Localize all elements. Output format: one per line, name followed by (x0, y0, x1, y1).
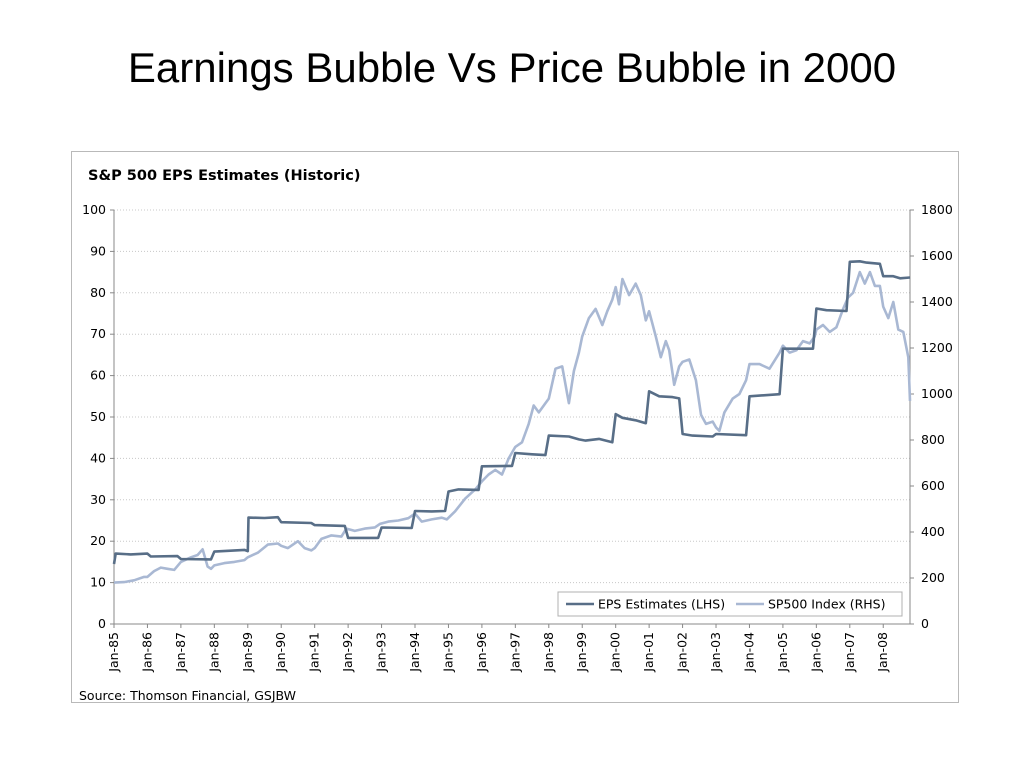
x-tick-label: Jan-90 (273, 632, 288, 673)
x-tick-label: Jan-91 (307, 632, 322, 673)
x-tick-label: Jan-02 (675, 632, 690, 673)
legend-label: EPS Estimates (LHS) (598, 597, 725, 612)
x-tick-label: Jan-99 (574, 632, 589, 673)
y-left-tick-label: 100 (82, 202, 106, 217)
y-right-tick-label: 1200 (921, 340, 953, 355)
x-tick-label: Jan-01 (641, 632, 656, 673)
y-left-tick-label: 10 (90, 575, 106, 590)
source-note: Source: Thomson Financial, GSJBW (79, 688, 297, 703)
y-left-tick-label: 0 (98, 616, 106, 631)
eps-estimates-line (112, 260, 911, 565)
x-tick-label: Jan-93 (374, 632, 389, 673)
y-left-tick-label: 90 (90, 243, 106, 258)
x-tick-label: Jan-92 (340, 632, 355, 673)
y-left-tick-label: 60 (90, 368, 106, 383)
x-tick-label: Jan-08 (875, 632, 890, 673)
y-right-tick-label: 200 (921, 570, 945, 585)
x-tick-label: Jan-87 (173, 632, 188, 673)
y-left-tick-label: 70 (90, 326, 106, 341)
y-left-tick-label: 80 (90, 285, 106, 300)
x-tick-label: Jan-85 (106, 632, 121, 673)
x-tick-label: Jan-96 (474, 632, 489, 673)
y-left-tick-label: 50 (90, 409, 106, 424)
y-right-tick-label: 1400 (921, 294, 953, 309)
y-right-tick-label: 400 (921, 524, 945, 539)
x-tick-label: Jan-86 (139, 632, 154, 673)
chart-title: S&P 500 EPS Estimates (Historic) (88, 168, 361, 184)
y-right-tick-label: 0 (921, 616, 929, 631)
y-left-tick-label: 30 (90, 492, 106, 507)
x-tick-label: Jan-00 (608, 632, 623, 673)
line-chart: 0102030405060708090100020040060080010001… (82, 202, 953, 673)
legend (557, 591, 903, 617)
x-tick-label: Jan-94 (407, 632, 422, 673)
x-tick-label: Jan-05 (775, 632, 790, 673)
x-tick-label: Jan-03 (708, 632, 723, 673)
y-right-tick-label: 1000 (921, 386, 953, 401)
x-tick-label: Jan-88 (206, 632, 221, 673)
sp500-index-line (113, 270, 912, 584)
legend-label: SP500 Index (RHS) (768, 597, 885, 612)
y-right-tick-label: 600 (921, 478, 945, 493)
chart-frame: S&P 500 EPS Estimates (Historic) 0 10 20 30… (71, 151, 959, 703)
y-right-tick-label: 1600 (921, 248, 953, 263)
x-tick-label: Jan-95 (440, 632, 455, 673)
x-tick-label: Jan-07 (842, 632, 857, 673)
y-right-tick-label: 1800 (921, 202, 953, 217)
x-tick-label: Jan-98 (541, 632, 556, 673)
y-right-tick-label: 800 (921, 432, 945, 447)
x-tick-label: Jan-04 (741, 632, 756, 673)
x-tick-label: Jan-97 (507, 632, 522, 673)
x-tick-label: Jan-89 (240, 632, 255, 673)
x-tick-label: Jan-06 (808, 632, 823, 673)
y-left-tick-label: 20 (90, 533, 106, 548)
y-left-tick-label: 40 (90, 450, 106, 465)
slide-title: Earnings Bubble Vs Price Bubble in 2000 (127, 44, 897, 91)
